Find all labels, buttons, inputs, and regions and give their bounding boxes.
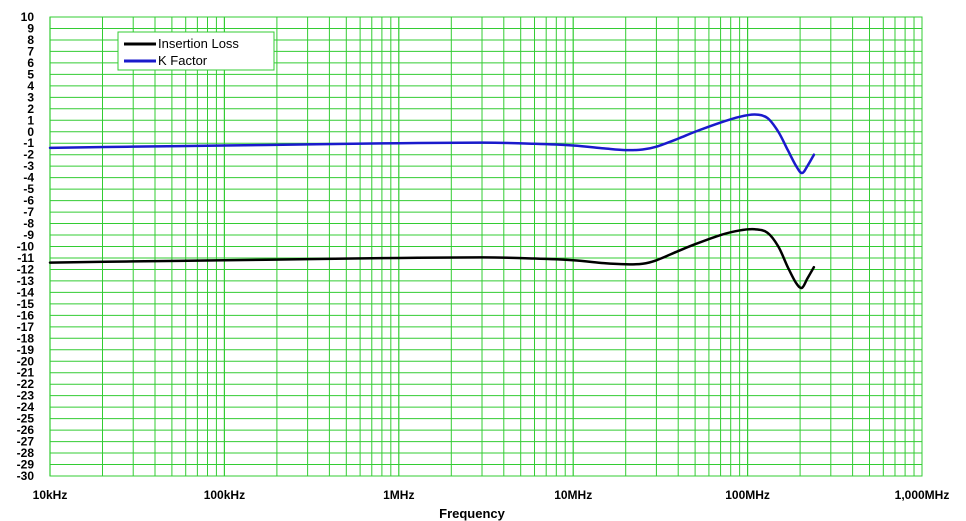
series-line-insertion-loss bbox=[48, 227, 816, 290]
legend-label-insertion-loss: Insertion Loss bbox=[158, 36, 239, 51]
legend-label-k-factor: K Factor bbox=[158, 53, 208, 68]
y-tick-label: -3 bbox=[23, 159, 34, 173]
y-tick-label: -10 bbox=[17, 240, 35, 254]
y-tick-label: 1 bbox=[27, 113, 34, 127]
y-tick-label: -2 bbox=[23, 148, 34, 162]
y-tick-label: -20 bbox=[17, 354, 35, 368]
y-tick-label: -26 bbox=[17, 423, 35, 437]
y-tick-label: 2 bbox=[27, 102, 34, 116]
y-tick-label: 6 bbox=[27, 56, 34, 70]
x-tick-label: 1,000MHz bbox=[895, 488, 950, 502]
y-tick-label: -19 bbox=[17, 343, 35, 357]
x-tick-label: 100kHz bbox=[204, 488, 245, 502]
y-tick-label: 4 bbox=[27, 79, 34, 93]
y-tick-label: -16 bbox=[17, 308, 35, 322]
y-tick-label: -29 bbox=[17, 458, 35, 472]
x-axis-label: Frequency bbox=[439, 506, 506, 521]
y-tick-label: 8 bbox=[27, 33, 34, 47]
legend: Insertion Loss K Factor bbox=[117, 31, 275, 71]
legend-box bbox=[117, 31, 275, 71]
y-axis-ticks: 109876543210-1-2-3-4-5-6-7-8-9-10-11-12-… bbox=[17, 10, 35, 483]
y-tick-label: 5 bbox=[27, 67, 34, 81]
y-tick-label: -6 bbox=[23, 194, 34, 208]
y-tick-label: -27 bbox=[17, 435, 35, 449]
x-tick-label: 100MHz bbox=[725, 488, 770, 502]
y-tick-label: 7 bbox=[27, 44, 34, 58]
y-tick-label: -4 bbox=[23, 171, 34, 185]
y-tick-label: -24 bbox=[17, 400, 35, 414]
y-tick-label: -7 bbox=[23, 205, 34, 219]
y-tick-label: -21 bbox=[17, 366, 35, 380]
y-tick-label: -23 bbox=[17, 389, 35, 403]
y-tick-label: -1 bbox=[23, 136, 34, 150]
y-tick-label: -8 bbox=[23, 217, 34, 231]
series-line-k-factor bbox=[48, 113, 816, 175]
y-tick-label: -13 bbox=[17, 274, 35, 288]
y-tick-label: 10 bbox=[21, 10, 35, 24]
y-tick-label: 0 bbox=[27, 125, 34, 139]
x-axis-ticks: 10kHz 100kHz 1MHz 10MHz 100MHz 1,000MHz bbox=[33, 488, 950, 502]
y-tick-label: -15 bbox=[17, 297, 35, 311]
y-tick-label: 3 bbox=[27, 90, 34, 104]
y-tick-label: -14 bbox=[17, 285, 35, 299]
x-tick-label: 10kHz bbox=[33, 488, 68, 502]
plot-frame bbox=[49, 16, 923, 477]
y-tick-label: -17 bbox=[17, 320, 35, 334]
series-lines bbox=[48, 113, 816, 290]
minor-grid bbox=[50, 16, 922, 477]
y-tick-label: -25 bbox=[17, 412, 35, 426]
y-tick-label: -12 bbox=[17, 262, 35, 276]
y-tick-label: -28 bbox=[17, 446, 35, 460]
x-tick-label: 1MHz bbox=[383, 488, 414, 502]
y-tick-label: -22 bbox=[17, 377, 35, 391]
y-tick-label: -5 bbox=[23, 182, 34, 196]
y-tick-label: -9 bbox=[23, 228, 34, 242]
y-tick-label: 9 bbox=[27, 21, 34, 35]
y-tick-label: -30 bbox=[17, 469, 35, 483]
y-tick-label: -18 bbox=[17, 331, 35, 345]
x-tick-label: 10MHz bbox=[554, 488, 592, 502]
y-tick-label: -11 bbox=[17, 251, 34, 265]
